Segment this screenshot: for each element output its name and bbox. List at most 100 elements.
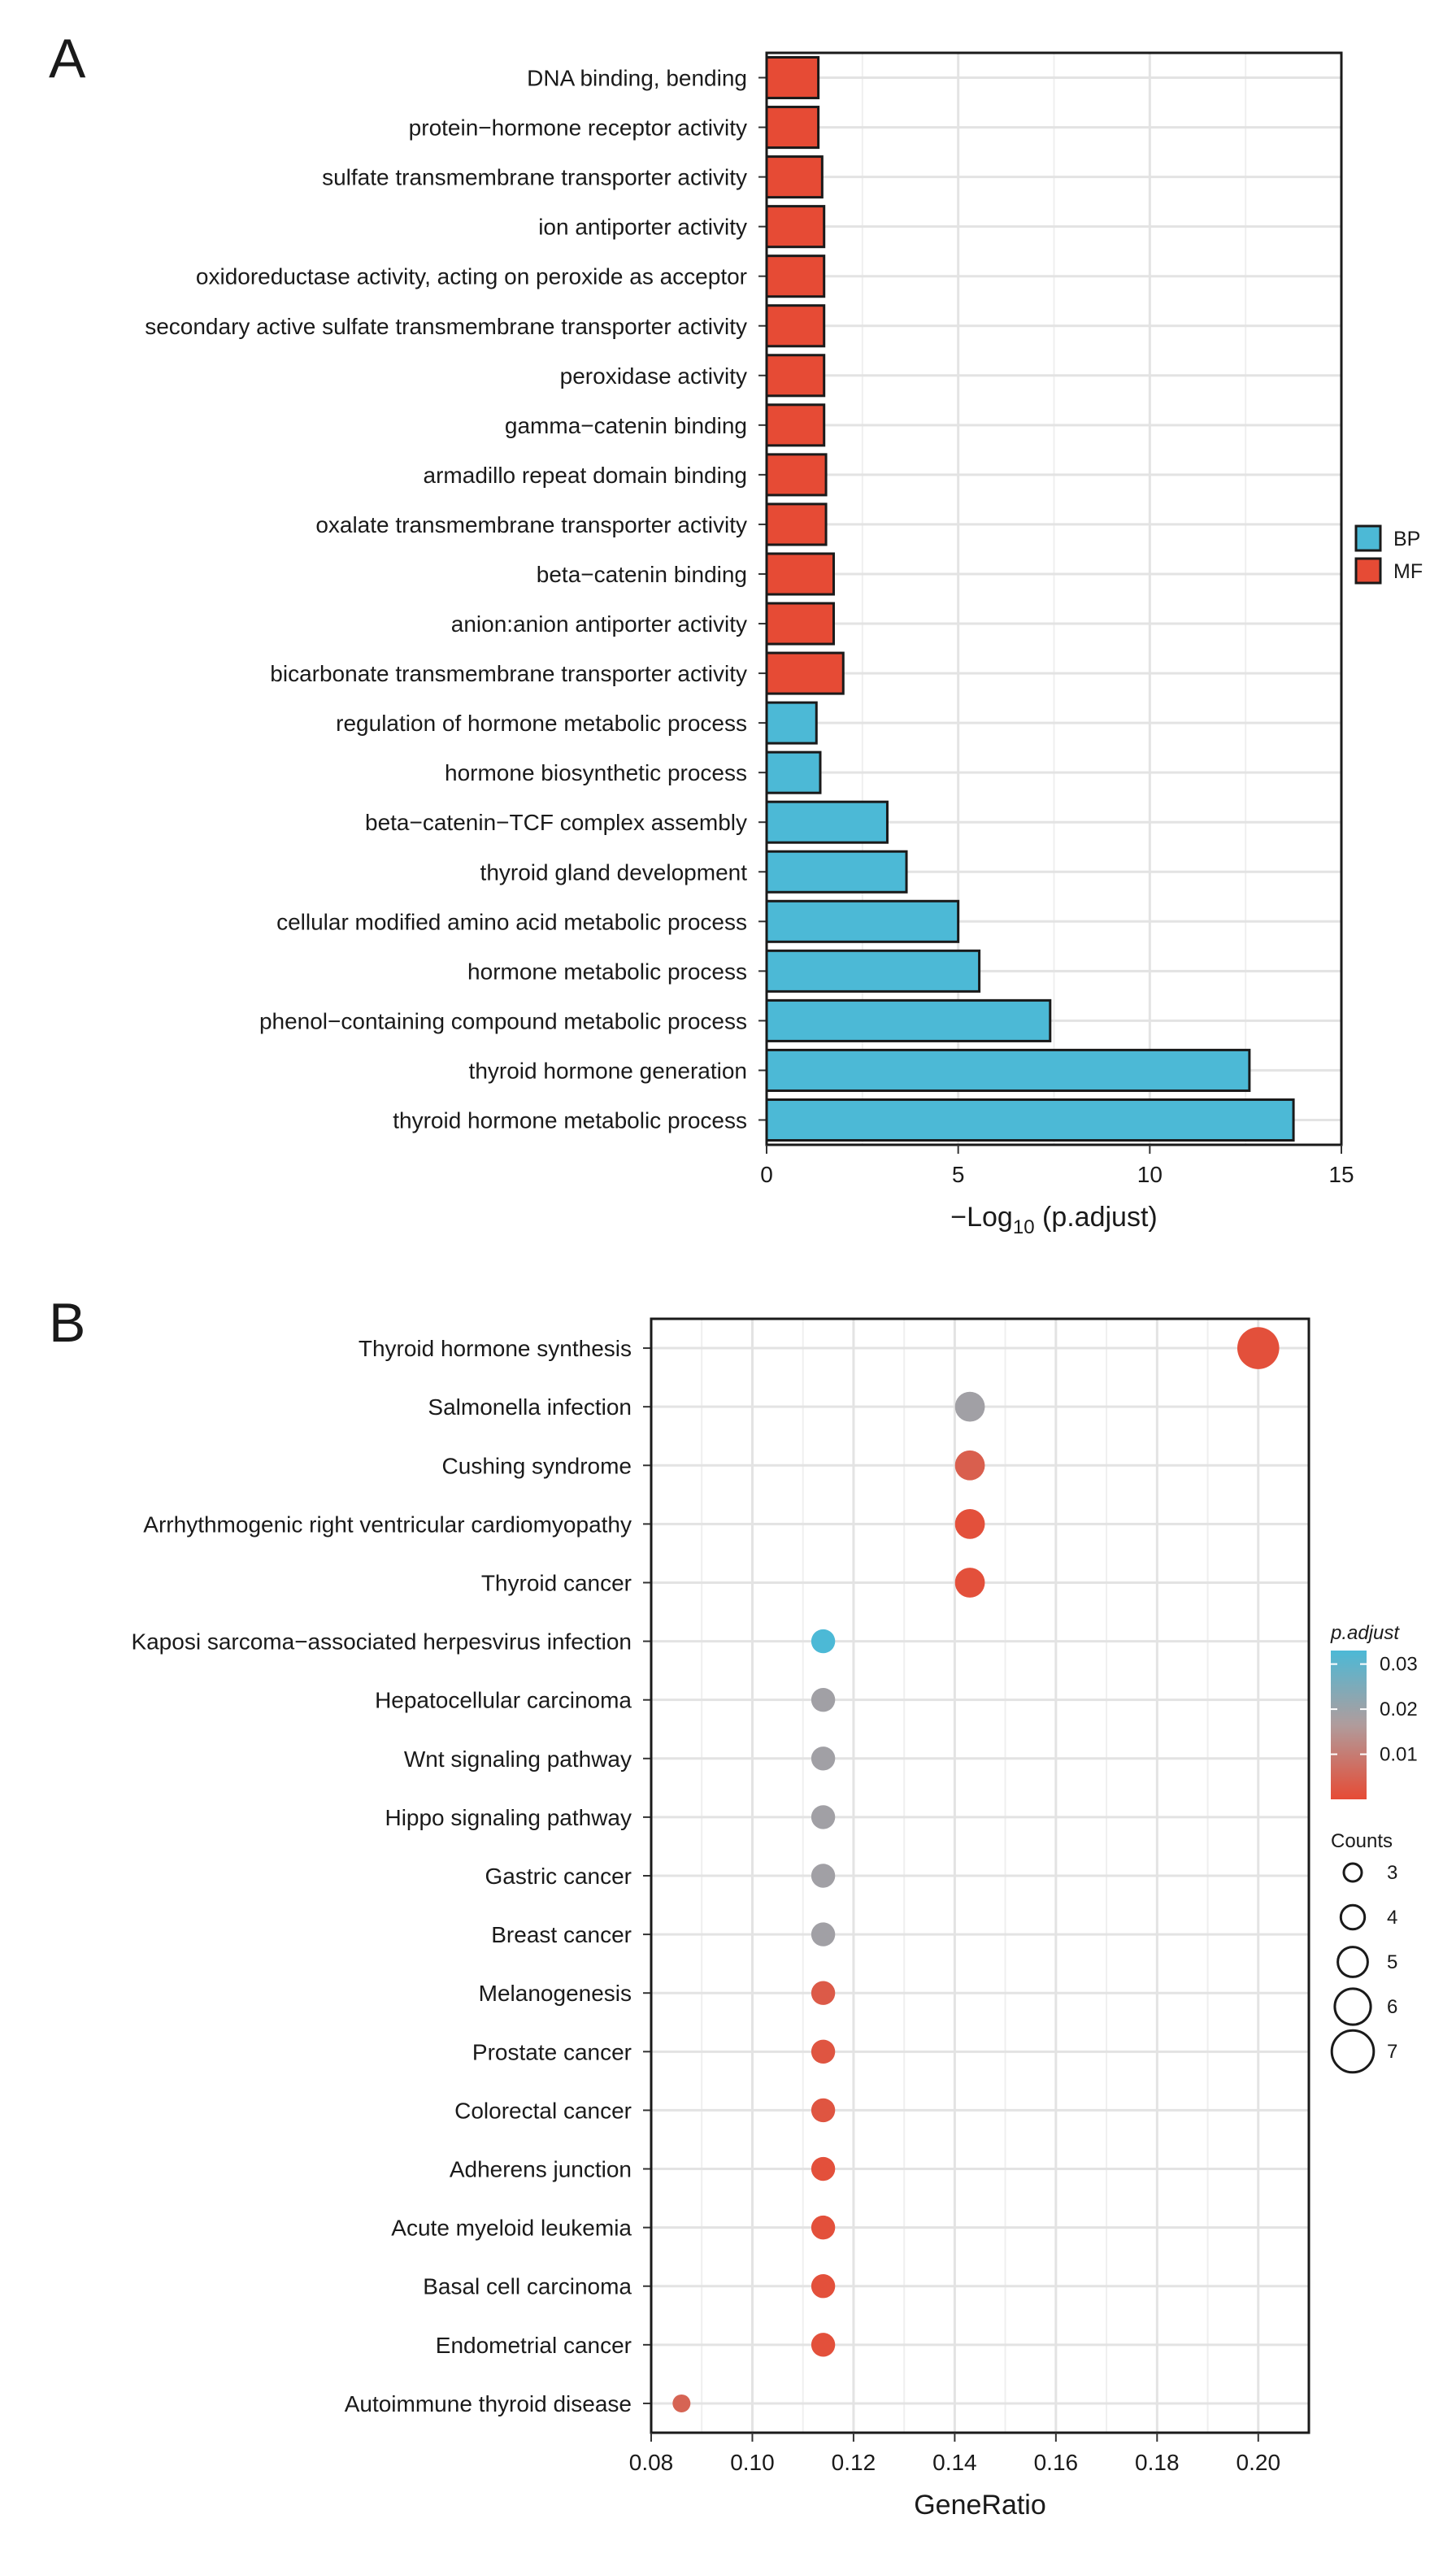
x-tick-label: 10 — [1137, 1162, 1163, 1187]
plot-frame — [765, 51, 1343, 1146]
y-tick-label: Autoimmune thyroid disease — [345, 2391, 632, 2416]
y-tick-label: Arrhythmogenic right ventricular cardiom… — [143, 1512, 632, 1537]
panel-label-a: A — [49, 28, 86, 89]
data-point — [811, 1864, 836, 1888]
y-tick-label: hormone biosynthetic process — [445, 760, 747, 785]
plot-frame — [650, 1317, 1310, 2434]
size-legend-circle — [1336, 1946, 1369, 1978]
bar — [765, 651, 845, 695]
x-tick-label: 0.10 — [730, 2450, 775, 2475]
y-tick-label: Prostate cancer — [472, 2039, 632, 2064]
x-axis-title: −Log10 (p.adjust) — [950, 1202, 1157, 1238]
data-point — [954, 1568, 985, 1598]
size-legend-circle — [1333, 1987, 1372, 2026]
color-legend-title: p.adjust — [1330, 1622, 1400, 1644]
y-tick-label: Acute myeloid leukemia — [391, 2216, 632, 2241]
panel-label-b: B — [49, 1292, 85, 1354]
size-legend-label: 3 — [1387, 1862, 1397, 1884]
data-point — [811, 1805, 836, 1829]
x-axis-title: GeneRatio — [914, 2490, 1046, 2521]
x-tick-label: 0.18 — [1135, 2450, 1180, 2475]
bar — [765, 354, 826, 398]
bar — [765, 254, 826, 298]
bar — [765, 1098, 1295, 1142]
y-tick-label: oxalate transmembrane transporter activi… — [315, 512, 747, 537]
x-tick-label: 0.12 — [832, 2450, 876, 2475]
y-tick-label: hormone metabolic process — [467, 959, 747, 984]
x-axis-title-sub: 10 — [1013, 1216, 1035, 1238]
data-point — [811, 1746, 836, 1771]
y-tick-label: Melanogenesis — [479, 1981, 632, 2006]
data-point — [811, 2156, 836, 2181]
bar — [765, 850, 908, 894]
y-tick-label: armadillo repeat domain binding — [424, 463, 747, 488]
dot-plot-panel-b: Thyroid hormone synthesis Salmonella infe… — [131, 1317, 1418, 2521]
x-tick-label: 15 — [1328, 1162, 1354, 1187]
x-axis-title-tail: (p.adjust) — [1035, 1202, 1158, 1233]
color-tick-label: 0.03 — [1380, 1654, 1418, 1676]
size-legend-label: 6 — [1387, 1996, 1397, 2018]
y-tick-label: Breast cancer — [491, 1922, 632, 1947]
bar — [765, 502, 828, 546]
x-tick-label: 0.16 — [1034, 2450, 1079, 2475]
size-legend-title: Counts — [1331, 1830, 1393, 1852]
y-tick-label: Basal cell carcinoma — [423, 2274, 632, 2299]
y-tick-label: cellular modified amino acid metabolic p… — [276, 909, 747, 934]
x-tick-label: 0.20 — [1237, 2450, 1281, 2475]
color-tick-label: 0.02 — [1380, 1699, 1418, 1720]
data-point — [954, 1450, 985, 1481]
x-tick-label: 5 — [952, 1162, 965, 1187]
y-tick-label: anion:anion antiporter activity — [451, 611, 747, 637]
size-legend-circle — [1339, 1903, 1367, 1931]
color-bar — [1331, 1651, 1367, 1799]
bar — [765, 403, 826, 447]
legend-swatch — [1354, 557, 1382, 585]
y-tick-label: Hepatocellular carcinoma — [375, 1688, 632, 1713]
bar — [765, 453, 828, 497]
x-tick-label: 0.14 — [932, 2450, 977, 2475]
x-axis-title-main: −Log — [950, 1202, 1013, 1233]
y-tick-label: phenol−containing compound metabolic pro… — [259, 1008, 747, 1033]
data-point — [811, 2039, 836, 2064]
data-point — [811, 2098, 836, 2123]
y-tick-label: Colorectal cancer — [454, 2098, 632, 2123]
y-tick-label: Gastric cancer — [485, 1864, 632, 1889]
y-tick-label: Wnt signaling pathway — [404, 1746, 632, 1772]
y-tick-label: beta−catenin binding — [537, 562, 747, 587]
data-point — [811, 2333, 836, 2357]
y-tick-label: secondary active sulfate transmembrane t… — [145, 314, 747, 339]
y-tick-label: oxidoreductase activity, acting on perox… — [196, 264, 747, 289]
bar — [765, 106, 820, 150]
bar — [765, 205, 826, 249]
y-tick-label: regulation of hormone metabolic process — [336, 711, 747, 736]
y-tick-label: Thyroid hormone synthesis — [359, 1336, 632, 1361]
data-point — [811, 1922, 836, 1947]
y-tick-label: Thyroid cancer — [481, 1570, 632, 1595]
y-tick-label: Hippo signaling pathway — [385, 1805, 632, 1830]
bar — [765, 304, 826, 348]
y-tick-label: DNA binding, bending — [527, 66, 747, 91]
bar — [765, 949, 981, 993]
bar — [765, 552, 835, 596]
bar — [765, 1048, 1251, 1092]
y-tick-label: ion antiporter activity — [538, 215, 747, 240]
y-tick-label: peroxidase activity — [560, 363, 747, 389]
size-legend-label: 7 — [1387, 2041, 1397, 2063]
bar — [765, 55, 820, 100]
data-point — [954, 1391, 985, 1422]
y-tick-label: thyroid hormone metabolic process — [393, 1107, 747, 1133]
size-legend-label: 5 — [1387, 1951, 1397, 1973]
y-tick-label: Kaposi sarcoma−associated herpesvirus in… — [131, 1629, 632, 1655]
bar — [765, 750, 822, 794]
x-tick-label: 0 — [760, 1162, 773, 1187]
bar — [765, 701, 818, 745]
y-tick-label: Adherens junction — [450, 2157, 632, 2182]
data-point — [811, 1687, 836, 1712]
legend-label: MF — [1393, 560, 1423, 583]
data-point — [811, 1981, 836, 2005]
y-tick-label: bicarbonate transmembrane transporter ac… — [270, 661, 747, 686]
data-point — [672, 2394, 691, 2412]
data-point — [811, 2274, 836, 2299]
bar — [765, 899, 960, 943]
